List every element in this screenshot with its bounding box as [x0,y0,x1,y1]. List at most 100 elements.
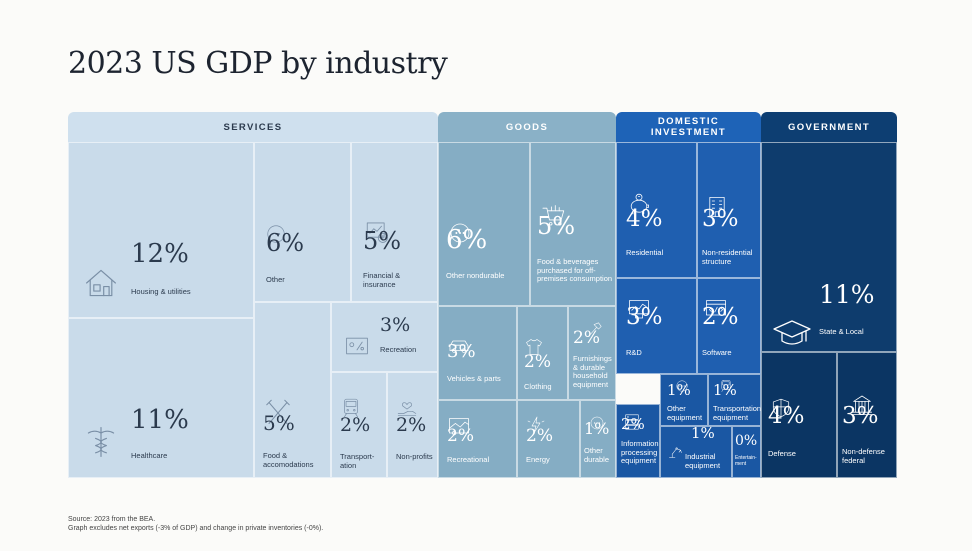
treemap-cell-healthcare: 11% Healthcare [68,318,254,478]
treemap-label: Other nondurable [446,271,505,280]
group-header-label: GOVERNMENT [787,121,871,133]
treemap-cell-transportation-equipment: 1% Transportation equipment [708,374,761,426]
grocery-cart-icon [542,205,565,226]
house-icon [86,269,116,297]
treemap-value: 2% [573,328,600,348]
treemap-cell-information-processing-equipment: 2% Information processing equipment [616,404,660,478]
shield-icon [772,398,790,418]
treemap-value: 11% [131,405,189,435]
treemap-cell-food-accomodations: 5% Food & accomodations [254,302,331,478]
treemap-cell-recreation: 3% Recreation [331,302,438,372]
treemap-value: 6% [266,229,305,257]
treemap-label: Financial & insurance [363,271,401,289]
treemap-cell-state-local: 11% State & Local [761,142,897,352]
group-header-goods: GOODS [438,112,616,143]
treemap-cell-energy: 2% Energy [517,400,580,478]
caduceus-icon [87,427,115,457]
chart-title: 2023 US GDP by industry [68,46,448,81]
treemap-label: Transportation equipment [713,404,762,422]
treemap-cell-clothing: 2% Clothing [517,306,568,400]
treemap-value: 5% [363,227,402,255]
treemap-value: 5% [263,411,295,435]
treemap-value: 2% [702,304,739,330]
group-header-government: GOVERNMENT [761,112,897,143]
hammer-icon [588,322,602,337]
treemap-cell-entertain-ment: 0% Entertain-ment [732,426,761,478]
treemap-cell-other-nondurable: 6% Other nondurable [438,142,530,306]
treemap-cell-software: 2% Software [697,278,761,374]
treemap-value: 2% [526,426,553,446]
research-icon [629,300,649,319]
treemap-label: Transport-ation [340,452,375,470]
treemap-label: Furnishings & durable household equipmen… [573,354,612,389]
treemap-label: R&D [626,348,642,357]
treemap-cell-furnishings-durable-household-equipment: 2% Furnishings & durable household equipm… [568,306,616,400]
software-icon [706,300,726,316]
treemap-cell-food-beverages-purchased-for-off-premises-consumption: 5% Food & beverages purchased for off-pre… [530,142,616,306]
treemap-cell-other-equipment: 1% Other equipment [660,374,708,426]
treemap-value: 3% [842,403,879,429]
dots-circle-icon [267,225,285,243]
treemap-label: Other [266,275,285,284]
treemap-cell-transport-ation: 2% Transport-ation [331,372,387,478]
group-header-label: GOODS [505,121,549,133]
treemap-label: Other equipment [667,404,703,422]
treemap-value: 2% [524,352,551,372]
treemap-label: Recreation [380,345,417,354]
treemap-value: 2% [621,415,645,433]
treemap-value: 3% [702,206,739,232]
treemap-cell-non-residential-structure: 3% Non-residential structure [697,142,761,278]
shirt-icon [526,339,542,355]
building-icon [709,197,725,217]
treemap-value: 0% [735,433,758,449]
mortarboard-icon [773,320,811,345]
treemap-value: 1% [584,419,610,438]
dots-circle-icon [676,380,688,392]
treemap-cell-housing-utilities: 12% Housing & utilities [68,142,254,318]
hand-heart-icon [397,402,417,417]
treemap-cell-other-durable: 1% Other durable [580,400,616,478]
piggy-bank-icon [630,193,649,215]
treemap-label: Food & beverages purchased for off-premi… [537,257,613,283]
server-icon [625,414,639,430]
treemap-value: 5% [537,212,576,240]
train-icon [721,380,731,392]
treemap-value: 3% [380,314,411,336]
treemap-value: 2% [340,414,371,436]
treemap-label: Clothing [524,382,552,391]
treemap-cell-vehicles-parts: 3% Vehicles & parts [438,306,517,400]
recreation-icon [346,337,368,355]
treemap-cell-recreational: 2% Recreational [438,400,517,478]
dots-circle-icon [450,223,470,243]
dots-circle-icon [590,416,604,430]
treemap-cell-other: 6% Other [254,142,351,302]
robot-arm-icon [669,447,682,458]
treemap-cell-industrial-equipment: 1% Industrial equipment [660,424,732,478]
treemap-label: Vehicles & parts [447,374,501,383]
treemap-cell-financial-insurance: 5% Financial & insurance [351,142,438,302]
treemap-value: 6% [446,225,488,255]
treemap-label: Industrial equipment [685,452,721,470]
treemap-label: Software [702,348,732,357]
treemap-value: 11% [819,280,875,309]
energy-icon [527,416,545,434]
treemap-value: 4% [626,206,663,232]
train-icon [344,398,358,418]
source-note: Source: 2023 from the BEA. Graph exclude… [68,516,324,532]
treemap-label: Residential [626,248,664,257]
treemap-value: 1% [667,381,691,399]
treemap-cell-non-profits: 2% Non-profits [387,372,438,478]
treemap-label: Energy [526,455,550,464]
treemap-value: 1% [691,424,715,442]
recreational-icon [449,418,469,436]
treemap-label: Defense [768,449,796,458]
utensils-icon [266,399,290,424]
treemap-label: State & Local [819,327,864,336]
car-icon [449,340,469,353]
treemap-label: Other durable [584,446,610,464]
treemap-label: Non-profits [396,452,433,461]
treemap-value: 2% [447,426,474,446]
group-header-services: SERVICES [68,112,438,143]
finance-icon [366,222,388,243]
